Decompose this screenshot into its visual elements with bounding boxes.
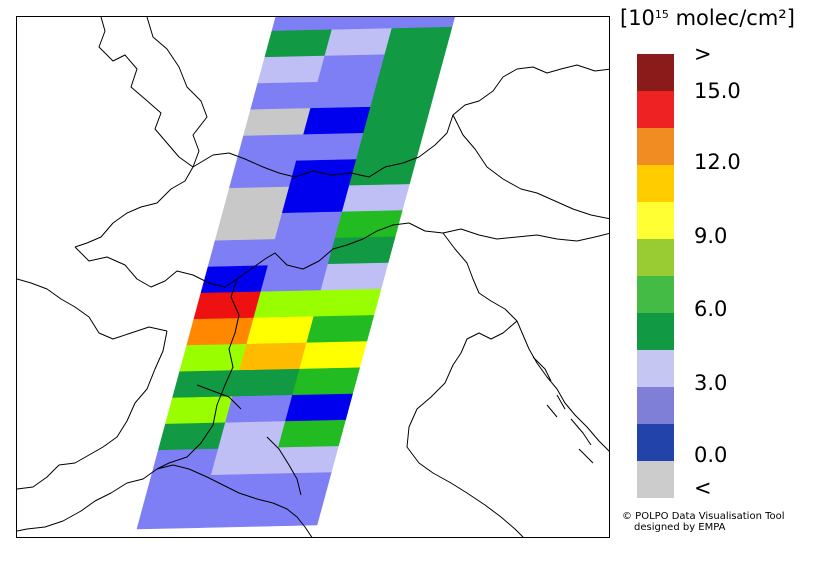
map-canvas xyxy=(17,17,609,537)
swath-pixel xyxy=(214,212,283,242)
swath-pixel xyxy=(299,341,368,370)
swath-pixel xyxy=(327,236,396,265)
legend-title-prefix: [10 xyxy=(620,6,655,30)
swath-pixel xyxy=(331,17,396,31)
legend-label: > xyxy=(694,42,712,66)
swath-pixel xyxy=(253,290,322,319)
legend-swatch xyxy=(637,350,674,387)
swath-pixel xyxy=(356,131,424,160)
swath-pixel xyxy=(341,184,410,213)
swath-pixel xyxy=(384,26,453,56)
legend-label: 15.0 xyxy=(694,79,741,103)
swath-pixel xyxy=(207,239,276,268)
swath-pixel xyxy=(267,237,336,266)
legend-swatch xyxy=(637,461,674,498)
swath-pixel xyxy=(232,368,300,397)
legend-label: 9.0 xyxy=(694,224,728,248)
swath-pixel xyxy=(306,315,375,344)
swath-pixel xyxy=(391,17,455,29)
legend-swatch xyxy=(637,54,674,91)
swath-pixel xyxy=(270,446,339,475)
swath-pixel xyxy=(165,396,233,425)
swath-pixel xyxy=(260,264,329,293)
swath-pixel xyxy=(370,79,439,108)
swath-pixel xyxy=(246,316,315,345)
legend-swatch xyxy=(637,91,674,128)
swath-pixel xyxy=(320,262,389,291)
swath-pixel xyxy=(136,501,205,530)
legend-label: 12.0 xyxy=(694,150,741,174)
swath-pixel xyxy=(281,185,350,214)
swath-pixel xyxy=(277,419,346,449)
legend-label: < xyxy=(694,476,712,500)
swath-pixel xyxy=(257,55,326,84)
swath-pixel xyxy=(296,133,364,162)
swath-pixel xyxy=(348,157,417,187)
swath-pixel xyxy=(334,210,403,239)
credits: © POLPO Data Visualisation Tool designed… xyxy=(622,511,785,533)
swath-pixel xyxy=(285,393,353,422)
swath-pixel xyxy=(150,448,219,477)
swath-pixel xyxy=(317,54,386,83)
swath-pixel xyxy=(256,498,325,527)
legend-title-suffix: molec/cm²] xyxy=(668,6,795,30)
swath-pixel xyxy=(193,291,262,320)
swath-pixel xyxy=(143,474,212,504)
legend-swatch xyxy=(637,128,674,165)
legend-swatch xyxy=(637,387,674,424)
swath-pixel xyxy=(236,134,304,163)
swath-pixel xyxy=(324,28,393,57)
legend-label: 0.0 xyxy=(694,443,728,467)
swath-pixel xyxy=(274,211,343,240)
swath-pixel xyxy=(271,17,336,32)
legend-swatch xyxy=(637,276,674,313)
country-borders xyxy=(17,17,609,537)
swath-pixel xyxy=(310,80,379,109)
credits-line-1: © POLPO Data Visualisation Tool xyxy=(622,511,785,522)
swath-pixel xyxy=(157,422,226,451)
swath-pixel xyxy=(239,342,308,371)
swath-pixel xyxy=(225,395,293,424)
legend-label: 3.0 xyxy=(694,371,728,395)
swath-pixel xyxy=(303,106,371,135)
credits-line-2: designed by EMPA xyxy=(634,522,726,533)
map-panel xyxy=(16,16,610,538)
swath-pixel xyxy=(264,29,333,58)
swath-pixel xyxy=(377,53,446,82)
swath-pixel xyxy=(186,317,255,346)
swath-pixel xyxy=(250,81,319,111)
swath-pixel xyxy=(179,343,248,373)
swath-pixel xyxy=(210,447,279,476)
swath-pixel xyxy=(313,288,382,318)
legend-swatch xyxy=(637,313,674,350)
legend-swatch xyxy=(637,424,674,461)
satellite-swath xyxy=(136,17,455,530)
legend-title-exponent: 15 xyxy=(654,8,669,21)
swath-pixel xyxy=(363,105,431,134)
swath-pixel xyxy=(263,472,332,501)
swath-pixel xyxy=(243,108,311,137)
legend-swatch xyxy=(637,239,674,276)
swath-pixel xyxy=(221,186,290,215)
legend-title: [1015 molec/cm²] xyxy=(620,6,795,30)
legend-swatch xyxy=(637,165,674,202)
swath-pixel xyxy=(292,367,360,396)
swath-pixel xyxy=(196,499,265,528)
legend-swatch xyxy=(637,202,674,239)
legend-label: 6.0 xyxy=(694,297,728,321)
swath-pixel xyxy=(200,265,269,294)
swath-pixel xyxy=(203,473,272,502)
